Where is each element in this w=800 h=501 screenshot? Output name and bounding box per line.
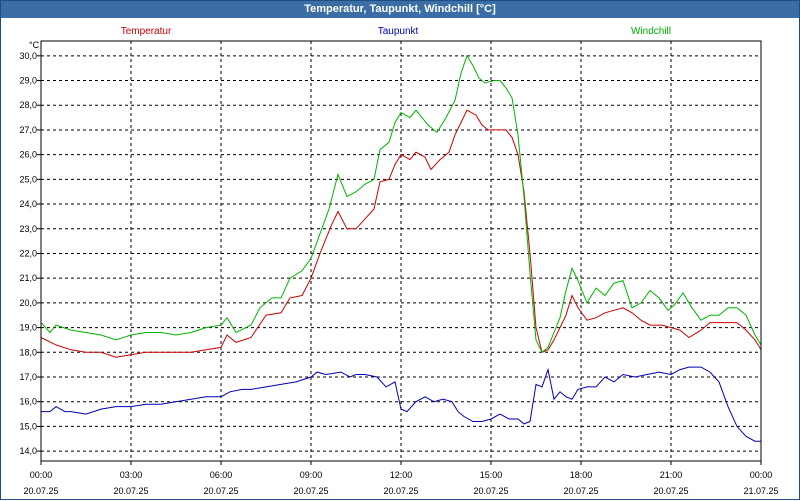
y-tick-label: 23,0 bbox=[19, 224, 37, 234]
legend-windchill: Windchill bbox=[631, 26, 671, 37]
y-tick-label: 30,0 bbox=[19, 51, 37, 61]
series-line-taupunkt bbox=[41, 366, 761, 442]
legend-taupunkt: Taupunkt bbox=[378, 26, 419, 37]
x-tick-date: 20.07.25 bbox=[293, 486, 328, 496]
legend-temperatur: Temperatur bbox=[121, 26, 172, 37]
x-tick-time: 21:00 bbox=[660, 470, 683, 480]
x-tick-date: 20.07.25 bbox=[653, 486, 688, 496]
y-tick-label: 16,0 bbox=[19, 397, 37, 407]
x-tick-date: 20.07.25 bbox=[113, 486, 148, 496]
x-axis: 00:00 20.07.25 03:00 20.07.25 06:00 20.07.25 0… bbox=[23, 461, 779, 496]
y-axis-unit: °C bbox=[29, 40, 40, 50]
x-tick-time: 06:00 bbox=[210, 470, 233, 480]
y-tick-label: 18,0 bbox=[19, 347, 37, 357]
y-tick-label: 24,0 bbox=[19, 199, 37, 209]
grid bbox=[41, 41, 761, 461]
y-tick-label: 26,0 bbox=[19, 150, 37, 160]
y-axis: 14,0 15,0 16,0 17,0 18,0 19,0 20,0 21,0 22,0 23,0… bbox=[19, 51, 41, 456]
x-tick-time: 09:00 bbox=[300, 470, 323, 480]
y-tick-label: 28,0 bbox=[19, 100, 37, 110]
y-tick-label: 17,0 bbox=[19, 372, 37, 382]
x-tick-date: 20.07.25 bbox=[383, 486, 418, 496]
x-tick-time: 18:00 bbox=[570, 470, 593, 480]
window-title: Temperatur, Taupunkt, Windchill [°C] bbox=[1, 1, 799, 18]
x-tick-date: 21.07.25 bbox=[743, 486, 778, 496]
y-tick-label: 27,0 bbox=[19, 125, 37, 135]
x-tick-time: 15:00 bbox=[480, 470, 503, 480]
plot-frame bbox=[40, 40, 762, 462]
y-tick-label: 19,0 bbox=[19, 323, 37, 333]
y-tick-label: 21,0 bbox=[19, 273, 37, 283]
legend: Temperatur Taupunkt Windchill bbox=[121, 26, 671, 37]
y-tick-label: 14,0 bbox=[19, 446, 37, 456]
x-tick-time: 12:00 bbox=[390, 470, 413, 480]
y-tick-label: 22,0 bbox=[19, 248, 37, 258]
y-tick-label: 20,0 bbox=[19, 298, 37, 308]
series-line-windchill bbox=[40, 54, 762, 354]
plot-border bbox=[40, 40, 762, 462]
y-tick-label: 29,0 bbox=[19, 76, 37, 86]
x-tick-time: 03:00 bbox=[120, 470, 143, 480]
x-tick-time: 00:00 bbox=[30, 470, 53, 480]
x-tick-date: 20.07.25 bbox=[473, 486, 508, 496]
series-line-temperatur bbox=[40, 109, 762, 358]
x-tick-time: 00:00 bbox=[750, 470, 773, 480]
y-tick-label: 15,0 bbox=[19, 421, 37, 431]
x-tick-date: 20.07.25 bbox=[23, 486, 58, 496]
x-tick-date: 20.07.25 bbox=[563, 486, 598, 496]
series-layer bbox=[40, 54, 762, 442]
x-tick-date: 20.07.25 bbox=[203, 486, 238, 496]
y-tick-label: 25,0 bbox=[19, 174, 37, 184]
